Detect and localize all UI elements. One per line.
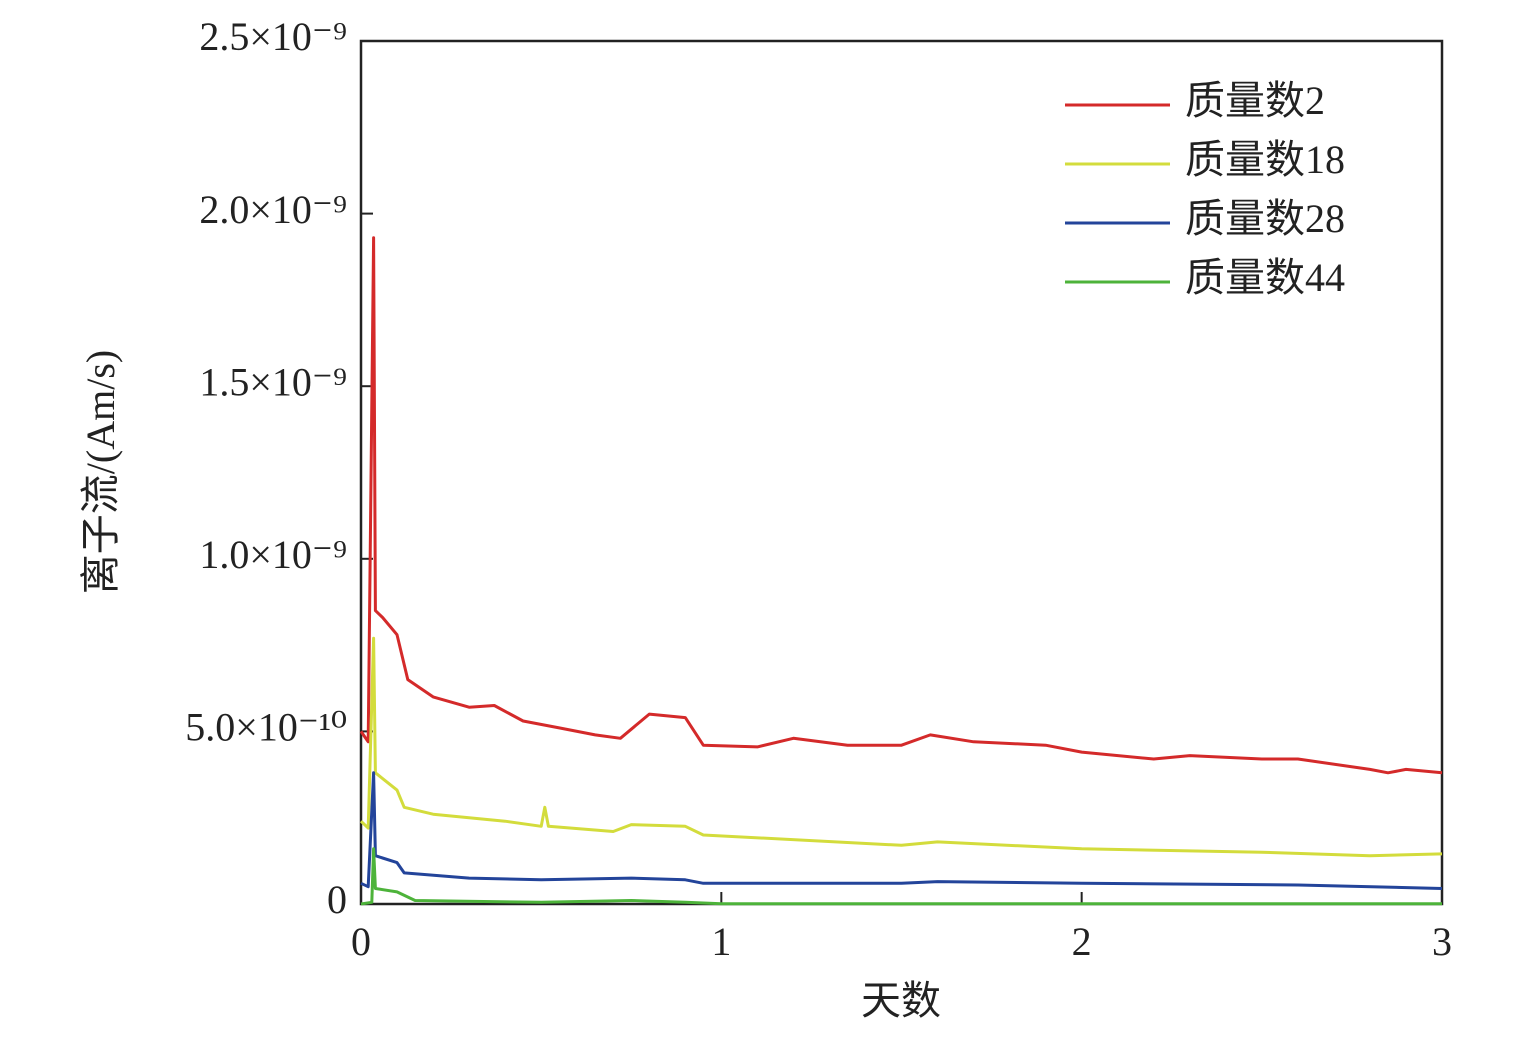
legend-label: 质量数28 xyxy=(1185,196,1345,241)
y-tick-label: 1.0×10⁻⁹ xyxy=(199,532,347,577)
line-series xyxy=(360,771,1443,890)
y-axis-label: 离子流/(Am/s) xyxy=(78,350,123,594)
x-tick-label: 2 xyxy=(1072,919,1092,964)
y-tick-label: 1.5×10⁻⁹ xyxy=(199,359,347,404)
x-tick-label: 1 xyxy=(711,919,731,964)
line-series xyxy=(359,636,1443,858)
y-tick-label: 5.0×10⁻¹⁰ xyxy=(185,705,347,750)
x-tick-label: 0 xyxy=(351,919,371,964)
x-tick-label: 3 xyxy=(1432,919,1452,964)
x-axis-label: 天数 xyxy=(861,978,941,1023)
y-tick-label: 0 xyxy=(327,877,347,922)
y-tick-label: 2.5×10⁻⁹ xyxy=(199,14,347,59)
line-series xyxy=(360,847,1442,906)
legend-label: 质量数44 xyxy=(1185,255,1345,300)
legend-label: 质量数2 xyxy=(1185,78,1325,123)
y-tick-label: 2.0×10⁻⁹ xyxy=(199,187,347,232)
line-series xyxy=(359,236,1443,775)
legend-label: 质量数18 xyxy=(1185,137,1345,182)
